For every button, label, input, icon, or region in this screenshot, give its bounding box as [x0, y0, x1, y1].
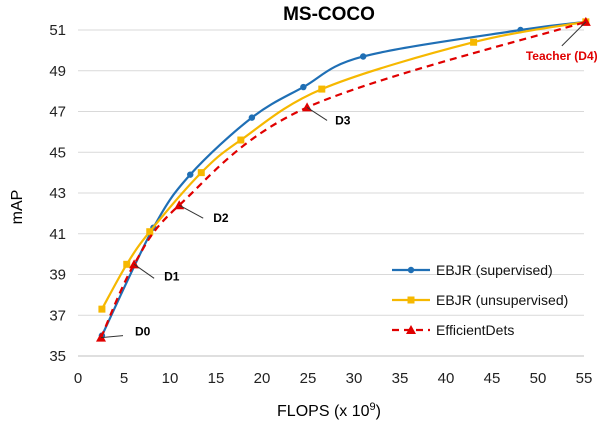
- y-tick-label: 51: [49, 22, 66, 39]
- legend-label: EBJR (unsupervised): [436, 292, 568, 308]
- x-tick-label: 55: [576, 370, 593, 387]
- legend-marker: [407, 266, 415, 274]
- x-axis-label-text: FLOPS (x 10: [277, 403, 370, 420]
- y-axis-label: mAP: [9, 190, 26, 225]
- annotation-leader: [133, 263, 155, 279]
- legend-label: EBJR (supervised): [436, 262, 553, 278]
- data-point: [318, 85, 326, 93]
- annotation-leader: [306, 107, 328, 121]
- legend-marker: [406, 325, 416, 334]
- x-tick-label: 15: [208, 370, 225, 387]
- annotation-label: D2: [213, 211, 229, 225]
- x-axis-label: FLOPS (x 109): [277, 401, 381, 420]
- annotation-leader: [561, 21, 587, 47]
- y-tick-label: 49: [49, 63, 66, 80]
- series-layer: [96, 16, 591, 342]
- x-tick-label: 50: [530, 370, 547, 387]
- data-point: [146, 228, 154, 236]
- data-point: [300, 83, 307, 91]
- annotations: D0 D1 D2 D3 Teacher (D4): [100, 21, 598, 339]
- y-tick-label: 45: [49, 144, 66, 161]
- chart-title: MS-COCO: [283, 4, 375, 25]
- series-line: [99, 20, 587, 339]
- data-point: [98, 305, 106, 313]
- x-tick-label: 10: [162, 370, 179, 387]
- series-line: [100, 20, 586, 337]
- annotation-label: D3: [335, 113, 351, 127]
- y-tick-label: 39: [49, 267, 66, 284]
- x-tick-label: 40: [438, 370, 455, 387]
- x-tick-label: 25: [300, 370, 317, 387]
- x-tick-label: 20: [254, 370, 271, 387]
- x-tick-labels: 0 5 10 15 20 25 30 35 40 45 50 55: [74, 370, 593, 387]
- series-2: [96, 16, 591, 342]
- y-tick-label: 43: [49, 185, 66, 202]
- x-tick-label: 5: [120, 370, 128, 387]
- data-point: [197, 169, 205, 177]
- y-tick-label: 37: [49, 307, 66, 324]
- annotation-leader: [100, 335, 124, 339]
- data-point: [580, 16, 591, 26]
- annotation-leader: [178, 204, 204, 219]
- x-tick-label: 45: [484, 370, 501, 387]
- x-tick-label: 30: [346, 370, 363, 387]
- x-axis-label-end: ): [376, 403, 381, 420]
- y-tick-label: 35: [49, 348, 66, 365]
- y-tick-label: 47: [49, 104, 66, 121]
- data-point: [123, 260, 131, 268]
- y-tick-labels: 35 37 39 41 43 45 47 49 51: [49, 22, 66, 365]
- y-tick-label: 41: [49, 226, 66, 243]
- data-point: [187, 171, 194, 178]
- data-point: [237, 136, 245, 144]
- series-0: [98, 18, 590, 339]
- gridlines: [78, 29, 584, 316]
- annotation-label: Teacher (D4): [526, 49, 598, 63]
- annotation-label: D0: [135, 325, 151, 339]
- legend-marker: [407, 296, 415, 304]
- annotation-label: D1: [164, 269, 180, 283]
- data-point: [360, 53, 367, 60]
- x-axis-label-exponent: 9: [370, 401, 376, 413]
- data-point: [470, 38, 478, 46]
- legend: EBJR (supervised) EBJR (unsupervised) Effi…: [392, 262, 568, 338]
- data-point: [248, 114, 256, 121]
- x-tick-label: 35: [392, 370, 409, 387]
- x-tick-label: 0: [74, 370, 82, 387]
- legend-label: EfficientDets: [436, 322, 514, 338]
